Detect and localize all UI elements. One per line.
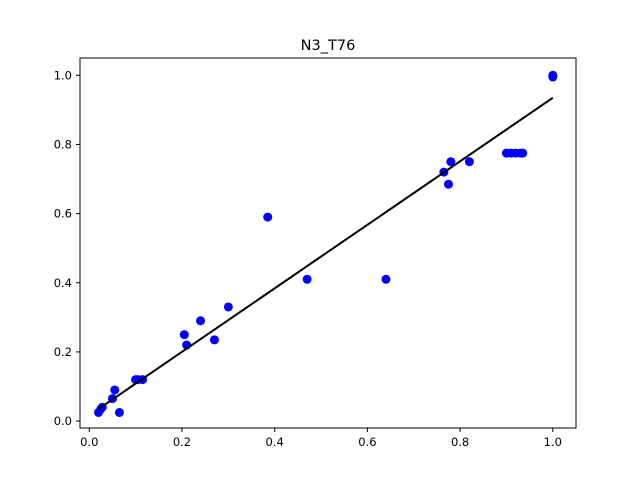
fit-line-group: [97, 96, 554, 410]
x-axis-ticks: 0.0 0.2 0.4 0.6 0.8 1.0: [80, 428, 562, 449]
data-point: [179, 330, 189, 340]
data-point: [223, 302, 233, 312]
data-point: [114, 407, 124, 417]
data-point: [444, 179, 454, 189]
data-point: [446, 157, 456, 167]
y-tick-label: 0.0: [54, 414, 72, 428]
data-point: [518, 148, 528, 158]
y-tick-label: 0.2: [54, 345, 72, 359]
data-point: [263, 212, 273, 222]
x-tick-label: 0.6: [358, 435, 376, 449]
fit-line: [97, 96, 554, 410]
x-tick-label: 0.2: [173, 435, 191, 449]
y-tick-label: 0.8: [54, 137, 72, 151]
x-tick-label: 0.0: [80, 435, 98, 449]
x-tick-label: 1.0: [544, 435, 562, 449]
data-point: [196, 316, 206, 326]
y-tick-label: 1.0: [54, 68, 72, 82]
data-points: [94, 70, 558, 417]
chart-title: N3_T76: [301, 38, 356, 54]
y-tick-label: 0.4: [54, 276, 72, 290]
data-point: [209, 335, 219, 345]
data-point: [548, 70, 558, 80]
y-axis-ticks: 0.0 0.2 0.4 0.6 0.8 1.0: [54, 68, 80, 428]
y-tick-label: 0.6: [54, 207, 72, 221]
x-tick-label: 0.4: [266, 435, 284, 449]
data-point: [302, 274, 312, 284]
plot-area-frame: [79, 57, 577, 429]
x-tick-label: 0.8: [451, 435, 469, 449]
data-point: [464, 157, 474, 167]
data-point: [381, 274, 391, 284]
data-point: [110, 385, 120, 395]
